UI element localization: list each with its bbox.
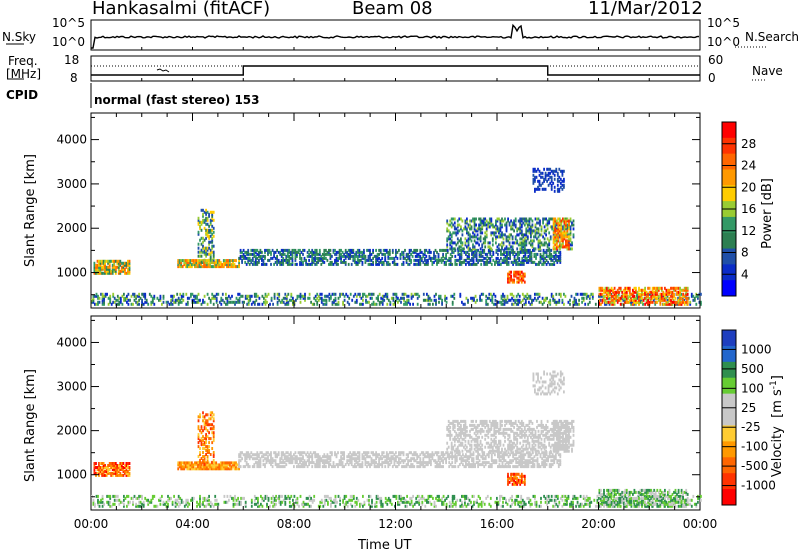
velocity-colorbar-tick-label-1: 500 (741, 362, 764, 376)
noise-sky-line (91, 23, 700, 49)
noise-right-tick-bottom: 10^0 (707, 35, 740, 49)
cpid-mode: normal (fast stereo) 153 (94, 93, 260, 107)
station-title: Hankasalmi (fitACF) (92, 0, 271, 19)
freq-line (91, 65, 700, 76)
noise-left-tick-top: 10^5 (52, 16, 85, 30)
velocity-colorbar-swatch-4 (722, 393, 736, 411)
velocity-colorbar-swatch-0 (722, 330, 736, 347)
xtick-label-4: 16:00 (480, 517, 515, 531)
vel-ytick-label-3: 1000 (56, 468, 87, 482)
power-ytick-label-3: 1000 (56, 266, 87, 280)
freq-left-tick-top: 18 (64, 53, 80, 67)
cpid-label: CPID (6, 88, 39, 102)
xtick-label-6: 00:00 (683, 517, 718, 531)
freq-unit-label: [MHz] (6, 67, 42, 81)
xtick-label-5: 20:00 (581, 517, 616, 531)
xtick-label-2: 08:00 (277, 517, 312, 531)
velocity-colorbar-swatch-5 (722, 409, 736, 426)
date-title: 11/Mar/2012 (588, 0, 703, 19)
power-ytick-label-0: 4000 (56, 133, 87, 147)
power-colorbar-swatch-3 (722, 169, 736, 186)
power-panel-frame (90, 112, 701, 309)
vel-blob-9 (552, 419, 570, 453)
power-colorbar-tick-label-6: 4 (741, 267, 749, 281)
power-colorbar-swatch-1 (722, 137, 736, 155)
power-colorbar-tick-label-4: 12 (741, 224, 756, 238)
nave-label: Nave (752, 64, 783, 78)
xaxis-label: Time UT (358, 538, 412, 553)
beam-title: Beam 08 (352, 0, 433, 19)
vel-blob-6 (507, 472, 526, 486)
power-colorbar-tick-label-1: 24 (741, 159, 756, 173)
noise-left-tick-bottom: 10^0 (52, 35, 85, 49)
vel-blob-4 (238, 451, 562, 469)
power-blob-1 (91, 292, 702, 306)
freq-label: Freq. (8, 54, 38, 68)
vel-blob-0 (93, 462, 131, 477)
power-blob-9 (552, 217, 570, 251)
power-colorbar-tick-label-0: 28 (741, 137, 756, 151)
vel-ytick-label-1: 3000 (56, 380, 87, 394)
velocity-colorbar-swatch-9 (722, 473, 736, 490)
power-colorbar-tick-label-2: 20 (741, 180, 756, 194)
nsearch-label: N.Search (745, 30, 800, 44)
power-colorbar-swatch-8 (722, 248, 736, 265)
power-colorbar-swatch-9 (722, 264, 736, 281)
power-blob-4 (238, 248, 562, 266)
velocity-colorbar-swatch-6 (722, 425, 736, 442)
xtick-label-0: 00:00 (74, 517, 109, 531)
vel-panel-frame (90, 315, 701, 511)
freq-panel-frame (90, 55, 701, 82)
velocity-colorbar-tick-label-3: 25 (741, 401, 756, 415)
vel-blob-8 (598, 488, 689, 508)
velocity-colorbar-swatch-1 (722, 345, 736, 363)
power-colorbar-tick-label-3: 16 (741, 202, 756, 216)
velocity-colorbar-swatch-7 (722, 441, 736, 458)
power-colorbar-swatch-0 (722, 122, 736, 139)
power-colorbar-tick-label-5: 8 (741, 246, 749, 260)
velocity-colorbar-frame (721, 329, 737, 506)
power-blob-3 (197, 208, 215, 264)
velocity-colorbar-tick-label-0: 1000 (741, 342, 772, 356)
vel-blob-7 (532, 370, 565, 396)
power-ytick-label-1: 3000 (56, 177, 87, 191)
velocity-colorbar-tick-label-4: -25 (741, 420, 761, 434)
power-blob-6 (507, 270, 526, 284)
nsky-label: N.Sky (2, 30, 37, 44)
noise-panel-frame (90, 19, 701, 51)
power-colorbar-swatch-4 (722, 185, 736, 202)
velocity-colorbar-tick-label-5: -100 (741, 440, 768, 454)
power-colorbar-swatch-2 (722, 153, 736, 170)
vel-blob-3 (197, 411, 215, 466)
vel-ytick-label-2: 2000 (56, 424, 87, 438)
velocity-colorbar-swatch-2 (722, 361, 736, 379)
freq-right-tick-top: 60 (708, 53, 724, 67)
power-ytick-label-2: 2000 (56, 221, 87, 235)
velocity-colorbar-swatch-3 (722, 377, 736, 395)
xtick-label-1: 04:00 (175, 517, 210, 531)
vel-ytick-label-0: 4000 (56, 335, 87, 349)
xtick-label-3: 12:00 (378, 517, 413, 531)
power-colorbar-swatch-10 (722, 280, 736, 297)
power-blob-8 (598, 286, 689, 306)
power-colorbar-swatch-7 (722, 232, 736, 250)
freq-left-tick-bottom: 8 (70, 71, 78, 85)
freq-jitter (156, 68, 170, 73)
velocity-colorbar-swatch-10 (722, 489, 736, 506)
freq-right-tick-bottom: 0 (708, 71, 716, 85)
power-colorbar-swatch-6 (722, 216, 736, 234)
noise-right-tick-top: 10^5 (707, 16, 740, 30)
power-blob-7 (532, 167, 565, 193)
velocity-colorbar-tick-label-6: -500 (741, 459, 768, 473)
velocity-colorbar-swatch-8 (722, 457, 736, 474)
vel-blob-2 (177, 461, 240, 471)
velocity-colorbar-tick-label-7: -1000 (741, 479, 776, 493)
power-blob-0 (93, 259, 131, 275)
velocity-colorbar-tick-label-2: 100 (741, 381, 764, 395)
